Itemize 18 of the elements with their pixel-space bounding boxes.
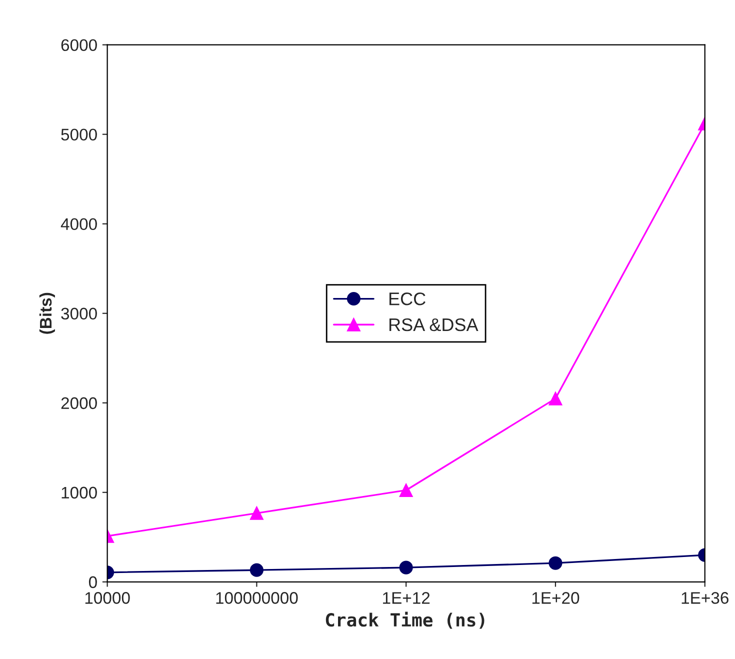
y-axis-title: (Bits)	[39, 292, 55, 334]
y-tick-label: 0	[88, 576, 97, 588]
y-tick-label: 3000	[61, 308, 97, 320]
x-tick-label: 1E+12	[383, 592, 430, 604]
x-axis-title: Crack Time (ns)	[326, 612, 484, 629]
legend-label: ECC	[389, 292, 426, 306]
x-tick-label: 10000	[85, 592, 130, 604]
point	[399, 560, 413, 574]
x-tick-label: 100000000	[216, 592, 298, 604]
y-tick-label: 1000	[62, 486, 97, 499]
x-tick-label: 1E+20	[532, 592, 580, 604]
point	[399, 483, 413, 498]
y-tick-label: 2000	[61, 397, 97, 410]
x-tick-label: 1E+36	[682, 592, 728, 604]
y-tick-label: 5000	[61, 128, 97, 141]
y-tick-label: 6000	[61, 39, 97, 52]
y-tick-label: 4000	[60, 218, 97, 230]
legend-label: RSA &DSA	[389, 318, 478, 332]
